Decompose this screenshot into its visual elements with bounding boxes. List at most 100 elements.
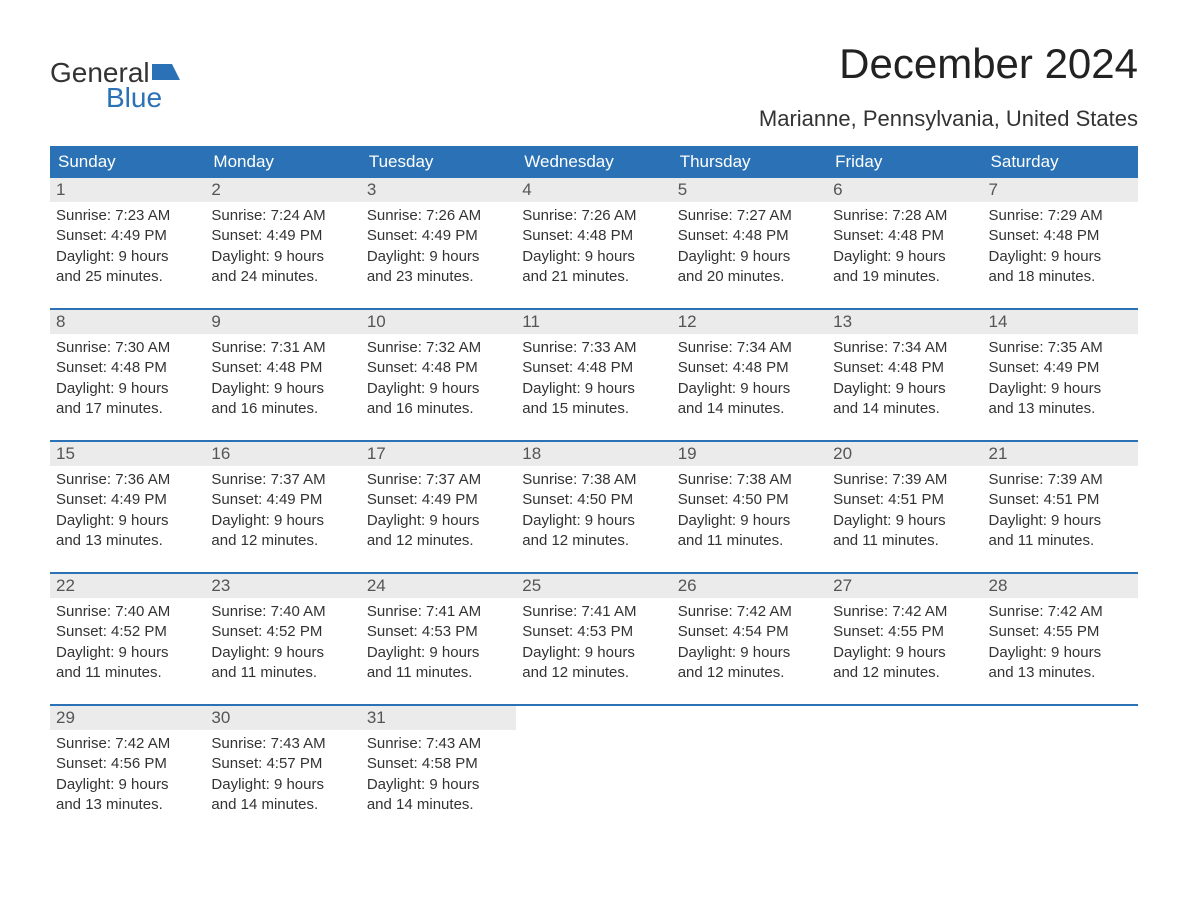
sunrise-line: Sunrise: 7:43 AM — [367, 734, 510, 754]
d2-line: and 25 minutes. — [56, 267, 199, 287]
sunrise-line: Sunrise: 7:38 AM — [678, 470, 821, 490]
cell-body — [983, 730, 1138, 822]
calendar-cell: 18Sunrise: 7:38 AMSunset: 4:50 PMDayligh… — [516, 442, 671, 558]
day-number: 21 — [983, 442, 1138, 466]
d2-line: and 11 minutes. — [989, 531, 1132, 551]
day-number: 20 — [827, 442, 982, 466]
calendar-cell: 5Sunrise: 7:27 AMSunset: 4:48 PMDaylight… — [672, 178, 827, 294]
calendar-cell — [983, 706, 1138, 822]
sunset-line: Sunset: 4:58 PM — [367, 754, 510, 774]
day-number: 4 — [516, 178, 671, 202]
d2-line: and 11 minutes. — [56, 663, 199, 683]
d2-line: and 11 minutes. — [211, 663, 354, 683]
calendar-cell: 3Sunrise: 7:26 AMSunset: 4:49 PMDaylight… — [361, 178, 516, 294]
cell-body: Sunrise: 7:43 AMSunset: 4:58 PMDaylight:… — [361, 730, 516, 822]
cell-body: Sunrise: 7:42 AMSunset: 4:55 PMDaylight:… — [827, 598, 982, 690]
d2-line: and 14 minutes. — [833, 399, 976, 419]
calendar-cell — [672, 706, 827, 822]
calendar-cell — [827, 706, 982, 822]
day-number: 1 — [50, 178, 205, 202]
week-row: 22Sunrise: 7:40 AMSunset: 4:52 PMDayligh… — [50, 572, 1138, 690]
day-number: 18 — [516, 442, 671, 466]
d1-line: Daylight: 9 hours — [56, 643, 199, 663]
d2-line: and 11 minutes. — [833, 531, 976, 551]
calendar-cell — [516, 706, 671, 822]
d1-line: Daylight: 9 hours — [989, 511, 1132, 531]
d1-line: Daylight: 9 hours — [211, 643, 354, 663]
header: General Blue December 2024 Marianne, Pen… — [50, 40, 1138, 142]
sunrise-line: Sunrise: 7:43 AM — [211, 734, 354, 754]
sunset-line: Sunset: 4:48 PM — [211, 358, 354, 378]
cell-body: Sunrise: 7:42 AMSunset: 4:54 PMDaylight:… — [672, 598, 827, 690]
cell-body: Sunrise: 7:24 AMSunset: 4:49 PMDaylight:… — [205, 202, 360, 294]
cell-body: Sunrise: 7:42 AMSunset: 4:55 PMDaylight:… — [983, 598, 1138, 690]
d2-line: and 21 minutes. — [522, 267, 665, 287]
d1-line: Daylight: 9 hours — [522, 511, 665, 531]
d1-line: Daylight: 9 hours — [367, 379, 510, 399]
sunset-line: Sunset: 4:48 PM — [522, 226, 665, 246]
cell-body: Sunrise: 7:31 AMSunset: 4:48 PMDaylight:… — [205, 334, 360, 426]
day-number: 27 — [827, 574, 982, 598]
d2-line: and 13 minutes. — [56, 795, 199, 815]
sunset-line: Sunset: 4:53 PM — [522, 622, 665, 642]
cell-body: Sunrise: 7:37 AMSunset: 4:49 PMDaylight:… — [361, 466, 516, 558]
d2-line: and 12 minutes. — [211, 531, 354, 551]
d1-line: Daylight: 9 hours — [367, 775, 510, 795]
week-row: 8Sunrise: 7:30 AMSunset: 4:48 PMDaylight… — [50, 308, 1138, 426]
day-header: Monday — [205, 146, 360, 178]
sunset-line: Sunset: 4:49 PM — [367, 490, 510, 510]
d1-line: Daylight: 9 hours — [833, 247, 976, 267]
cell-body: Sunrise: 7:26 AMSunset: 4:48 PMDaylight:… — [516, 202, 671, 294]
cell-body: Sunrise: 7:39 AMSunset: 4:51 PMDaylight:… — [983, 466, 1138, 558]
day-number: 30 — [205, 706, 360, 730]
sunset-line: Sunset: 4:55 PM — [989, 622, 1132, 642]
cell-body: Sunrise: 7:23 AMSunset: 4:49 PMDaylight:… — [50, 202, 205, 294]
day-header: Wednesday — [516, 146, 671, 178]
sunrise-line: Sunrise: 7:38 AM — [522, 470, 665, 490]
calendar: Sunday Monday Tuesday Wednesday Thursday… — [50, 146, 1138, 822]
day-header-row: Sunday Monday Tuesday Wednesday Thursday… — [50, 146, 1138, 178]
calendar-cell: 12Sunrise: 7:34 AMSunset: 4:48 PMDayligh… — [672, 310, 827, 426]
calendar-cell: 25Sunrise: 7:41 AMSunset: 4:53 PMDayligh… — [516, 574, 671, 690]
d2-line: and 13 minutes. — [989, 399, 1132, 419]
calendar-cell: 23Sunrise: 7:40 AMSunset: 4:52 PMDayligh… — [205, 574, 360, 690]
day-number: 7 — [983, 178, 1138, 202]
d1-line: Daylight: 9 hours — [678, 379, 821, 399]
day-header: Friday — [827, 146, 982, 178]
sunset-line: Sunset: 4:49 PM — [367, 226, 510, 246]
day-number: 8 — [50, 310, 205, 334]
week-row: 29Sunrise: 7:42 AMSunset: 4:56 PMDayligh… — [50, 704, 1138, 822]
day-number: 19 — [672, 442, 827, 466]
d2-line: and 12 minutes. — [522, 531, 665, 551]
title-block: December 2024 Marianne, Pennsylvania, Un… — [759, 40, 1138, 142]
d2-line: and 20 minutes. — [678, 267, 821, 287]
calendar-cell: 9Sunrise: 7:31 AMSunset: 4:48 PMDaylight… — [205, 310, 360, 426]
sunrise-line: Sunrise: 7:37 AM — [367, 470, 510, 490]
day-number: 29 — [50, 706, 205, 730]
cell-body: Sunrise: 7:35 AMSunset: 4:49 PMDaylight:… — [983, 334, 1138, 426]
d2-line: and 14 minutes. — [367, 795, 510, 815]
calendar-cell: 22Sunrise: 7:40 AMSunset: 4:52 PMDayligh… — [50, 574, 205, 690]
calendar-cell: 26Sunrise: 7:42 AMSunset: 4:54 PMDayligh… — [672, 574, 827, 690]
d2-line: and 14 minutes. — [678, 399, 821, 419]
d1-line: Daylight: 9 hours — [367, 511, 510, 531]
cell-body: Sunrise: 7:30 AMSunset: 4:48 PMDaylight:… — [50, 334, 205, 426]
sunset-line: Sunset: 4:52 PM — [56, 622, 199, 642]
calendar-cell: 27Sunrise: 7:42 AMSunset: 4:55 PMDayligh… — [827, 574, 982, 690]
d1-line: Daylight: 9 hours — [522, 643, 665, 663]
d1-line: Daylight: 9 hours — [833, 643, 976, 663]
sunset-line: Sunset: 4:49 PM — [56, 226, 199, 246]
sunrise-line: Sunrise: 7:30 AM — [56, 338, 199, 358]
cell-body: Sunrise: 7:28 AMSunset: 4:48 PMDaylight:… — [827, 202, 982, 294]
cell-body: Sunrise: 7:40 AMSunset: 4:52 PMDaylight:… — [50, 598, 205, 690]
day-number: 24 — [361, 574, 516, 598]
sunset-line: Sunset: 4:48 PM — [367, 358, 510, 378]
d1-line: Daylight: 9 hours — [522, 379, 665, 399]
calendar-cell: 16Sunrise: 7:37 AMSunset: 4:49 PMDayligh… — [205, 442, 360, 558]
day-number: 22 — [50, 574, 205, 598]
cell-body: Sunrise: 7:39 AMSunset: 4:51 PMDaylight:… — [827, 466, 982, 558]
sunrise-line: Sunrise: 7:23 AM — [56, 206, 199, 226]
calendar-cell: 13Sunrise: 7:34 AMSunset: 4:48 PMDayligh… — [827, 310, 982, 426]
sunrise-line: Sunrise: 7:42 AM — [56, 734, 199, 754]
cell-body — [672, 730, 827, 822]
